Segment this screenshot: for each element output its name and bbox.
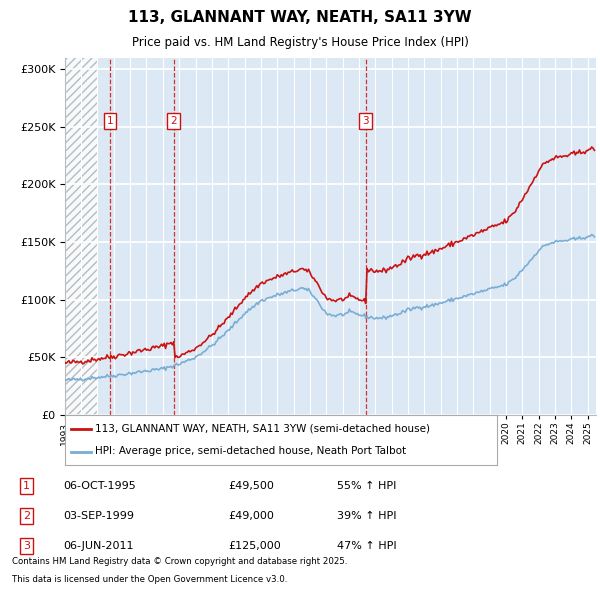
Bar bbox=[65, 58, 97, 415]
Text: 03-SEP-1999: 03-SEP-1999 bbox=[64, 511, 134, 521]
Text: 39% ↑ HPI: 39% ↑ HPI bbox=[337, 511, 397, 521]
Text: Price paid vs. HM Land Registry's House Price Index (HPI): Price paid vs. HM Land Registry's House … bbox=[131, 36, 469, 49]
Text: £49,500: £49,500 bbox=[229, 481, 274, 491]
Text: This data is licensed under the Open Government Licence v3.0.: This data is licensed under the Open Gov… bbox=[12, 575, 287, 584]
Text: 06-OCT-1995: 06-OCT-1995 bbox=[64, 481, 136, 491]
Text: Contains HM Land Registry data © Crown copyright and database right 2025.: Contains HM Land Registry data © Crown c… bbox=[12, 557, 347, 566]
Text: 47% ↑ HPI: 47% ↑ HPI bbox=[337, 541, 397, 551]
Text: 3: 3 bbox=[362, 116, 369, 126]
Text: 3: 3 bbox=[23, 541, 30, 551]
Text: 2: 2 bbox=[170, 116, 177, 126]
Text: £125,000: £125,000 bbox=[229, 541, 281, 551]
Text: 1: 1 bbox=[23, 481, 30, 491]
Text: 55% ↑ HPI: 55% ↑ HPI bbox=[337, 481, 396, 491]
Text: 1: 1 bbox=[107, 116, 113, 126]
Text: 2: 2 bbox=[23, 511, 30, 521]
Text: £49,000: £49,000 bbox=[229, 511, 274, 521]
Text: 06-JUN-2011: 06-JUN-2011 bbox=[64, 541, 134, 551]
Text: 113, GLANNANT WAY, NEATH, SA11 3YW (semi-detached house): 113, GLANNANT WAY, NEATH, SA11 3YW (semi… bbox=[95, 424, 430, 434]
Text: HPI: Average price, semi-detached house, Neath Port Talbot: HPI: Average price, semi-detached house,… bbox=[95, 447, 406, 457]
Text: 113, GLANNANT WAY, NEATH, SA11 3YW: 113, GLANNANT WAY, NEATH, SA11 3YW bbox=[128, 10, 472, 25]
